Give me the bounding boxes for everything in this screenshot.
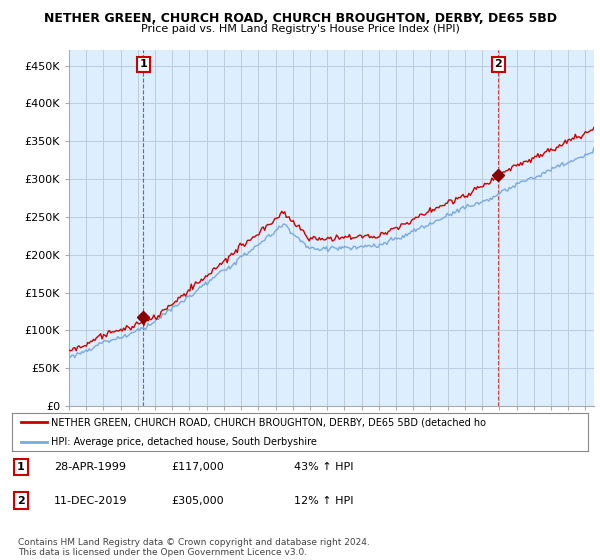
Text: 11-DEC-2019: 11-DEC-2019 [54, 496, 128, 506]
Text: Contains HM Land Registry data © Crown copyright and database right 2024.
This d: Contains HM Land Registry data © Crown c… [18, 538, 370, 557]
Text: 43% ↑ HPI: 43% ↑ HPI [294, 462, 353, 472]
Text: NETHER GREEN, CHURCH ROAD, CHURCH BROUGHTON, DERBY, DE65 5BD: NETHER GREEN, CHURCH ROAD, CHURCH BROUGH… [44, 12, 557, 25]
Text: 1: 1 [139, 59, 147, 69]
Text: 28-APR-1999: 28-APR-1999 [54, 462, 126, 472]
Text: 2: 2 [494, 59, 502, 69]
Text: HPI: Average price, detached house, South Derbyshire: HPI: Average price, detached house, Sout… [51, 437, 317, 447]
Text: Price paid vs. HM Land Registry's House Price Index (HPI): Price paid vs. HM Land Registry's House … [140, 24, 460, 34]
Text: £117,000: £117,000 [171, 462, 224, 472]
Text: 12% ↑ HPI: 12% ↑ HPI [294, 496, 353, 506]
Text: 2: 2 [17, 496, 25, 506]
Text: NETHER GREEN, CHURCH ROAD, CHURCH BROUGHTON, DERBY, DE65 5BD (detached ho: NETHER GREEN, CHURCH ROAD, CHURCH BROUGH… [51, 417, 486, 427]
Text: 1: 1 [17, 462, 25, 472]
Text: £305,000: £305,000 [171, 496, 224, 506]
